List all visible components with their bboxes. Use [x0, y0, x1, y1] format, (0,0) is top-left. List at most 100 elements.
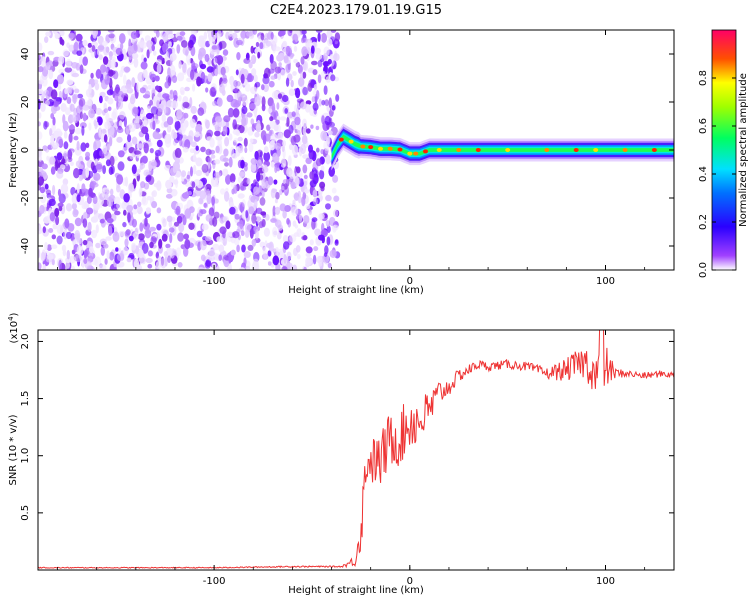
noise-blob — [302, 118, 307, 129]
noise-blob — [79, 111, 83, 120]
noise-blob — [93, 202, 100, 211]
noise-blob — [67, 223, 75, 232]
noise-blob — [93, 139, 101, 150]
noise-blob — [58, 55, 65, 65]
noise-blob — [261, 104, 266, 112]
noise-blob — [303, 174, 308, 180]
noise-blob — [127, 212, 131, 223]
noise-blob — [151, 201, 158, 209]
noise-blob — [51, 234, 56, 240]
noise-blob — [120, 42, 124, 50]
noise-blob — [74, 88, 80, 94]
noise-blob — [39, 75, 43, 85]
noise-blob — [65, 156, 69, 167]
noise-blob — [104, 189, 110, 195]
noise-blob — [156, 207, 162, 214]
noise-blob — [272, 226, 278, 238]
colorbar-tick-label: 0.2 — [698, 214, 709, 230]
noise-blob — [64, 88, 68, 95]
noise-blob — [243, 137, 248, 147]
noise-blob — [174, 120, 181, 131]
noise-blob — [103, 152, 112, 160]
ridge-hotspot — [622, 148, 628, 152]
noise-blob — [216, 30, 222, 39]
noise-blob — [267, 250, 272, 257]
noise-blob — [149, 148, 154, 154]
noise-blob — [44, 36, 49, 43]
noise-blob — [205, 214, 212, 222]
noise-blob — [199, 60, 203, 68]
noise-blob — [72, 193, 78, 204]
noise-blob — [133, 41, 138, 52]
noise-blob — [176, 35, 183, 41]
noise-blob — [165, 179, 172, 189]
noise-blob — [323, 46, 330, 56]
noise-blob — [235, 69, 239, 76]
noise-blob — [276, 102, 280, 110]
noise-blob — [124, 176, 129, 187]
noise-blob — [72, 208, 79, 218]
noise-blob — [59, 30, 65, 37]
noise-blob — [76, 234, 80, 243]
noise-blob — [38, 112, 42, 119]
noise-blob — [182, 46, 190, 56]
noise-blob — [182, 62, 187, 74]
noise-blob — [68, 124, 76, 130]
noise-blob — [229, 146, 235, 158]
noise-blob — [262, 134, 267, 145]
noise-blob — [214, 55, 221, 64]
noise-blob — [170, 65, 176, 76]
noise-blob — [66, 96, 72, 104]
noise-blob — [270, 75, 276, 80]
noise-blob — [293, 134, 301, 143]
noise-blob — [213, 211, 220, 219]
noise-blob — [307, 82, 313, 92]
noise-blob — [273, 179, 278, 185]
snr-series-line — [38, 330, 674, 569]
noise-blob — [211, 45, 218, 50]
noise-blob — [155, 85, 160, 91]
noise-blob — [286, 251, 292, 261]
noise-blob — [73, 94, 77, 105]
noise-blob — [124, 238, 129, 247]
noise-blob — [301, 46, 308, 57]
noise-blob — [146, 40, 154, 49]
noise-blob — [243, 251, 251, 258]
noise-blob — [320, 149, 325, 155]
noise-blob — [240, 159, 245, 169]
noise-blob — [48, 69, 54, 80]
noise-blob — [216, 236, 222, 243]
noise-blob — [143, 142, 149, 154]
noise-blob — [146, 195, 152, 201]
noise-blob — [123, 209, 127, 216]
noise-blob — [265, 40, 272, 47]
noise-blob — [95, 68, 102, 79]
noise-blob — [225, 220, 231, 230]
noise-blob — [117, 161, 125, 171]
noise-blob — [249, 138, 254, 143]
noise-blob — [205, 87, 209, 93]
noise-blob — [151, 87, 156, 98]
noise-blob — [315, 125, 320, 131]
noise-blob — [182, 146, 189, 153]
noise-blob — [60, 103, 67, 112]
noise-blob — [209, 137, 215, 148]
noise-blob — [200, 254, 206, 262]
noise-blob — [240, 230, 245, 237]
noise-blob — [206, 188, 211, 199]
noise-blob — [91, 229, 98, 239]
noise-blob — [323, 252, 328, 257]
noise-blob — [211, 100, 218, 107]
noise-blob — [303, 215, 310, 224]
noise-blob — [256, 171, 261, 182]
ridge-hotspot — [436, 148, 442, 152]
noise-blob — [83, 250, 89, 257]
noise-blob — [119, 33, 126, 44]
noise-blob — [253, 74, 258, 83]
noise-blob — [234, 213, 240, 220]
noise-blob — [239, 219, 244, 230]
noise-blob — [298, 213, 303, 223]
noise-blob — [131, 136, 138, 145]
noise-blob — [249, 103, 257, 110]
snr-xtick-label: 0 — [407, 576, 413, 587]
